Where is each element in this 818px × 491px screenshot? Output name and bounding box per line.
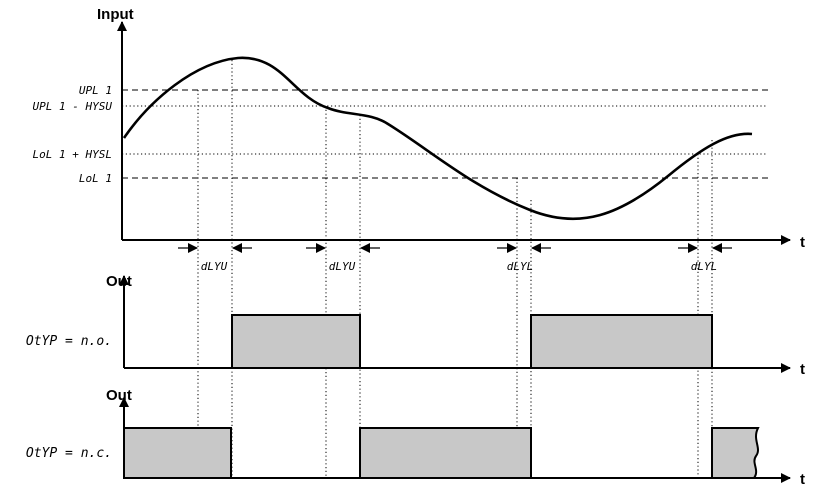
lol1-hysl-label: LoL 1 + HYSL [33, 148, 112, 161]
pulse-no-1 [231, 314, 361, 369]
output-no-panel: Out t OtYP = n.o. [26, 273, 805, 378]
delay-label-dlyl-2: dLYL [691, 260, 718, 273]
otyp-no-label: OtYP = n.o. [26, 334, 112, 349]
delay-label-dlyu-2: dLYU [329, 260, 356, 273]
lol1-label: LoL 1 [79, 172, 112, 185]
upl1-hysu-label: UPL 1 - HYSU [33, 100, 113, 113]
input-time-label: t [800, 234, 805, 251]
pulse-nc-2 [359, 427, 532, 479]
input-axis-label: Input [97, 6, 134, 23]
timing-guides [197, 60, 713, 478]
pulse-no-2 [530, 314, 713, 369]
delay-label-dlyu-1: dLYU [201, 260, 228, 273]
pulse-nc-3-torn [711, 427, 760, 479]
delay-marker-4: dLYL [678, 243, 732, 273]
out-no-time-label: t [800, 361, 805, 378]
pulse-nc-1 [123, 427, 232, 479]
out-nc-axis-label: Out [106, 387, 132, 404]
out-nc-time-label: t [800, 471, 805, 488]
upl1-label: UPL 1 [79, 84, 112, 97]
delay-marker-3: dLYL [497, 243, 551, 273]
otyp-nc-label: OtYP = n.c. [26, 446, 112, 461]
input-panel: Input t UPL 1 UPL 1 - HYSU LoL 1 + HYSL … [33, 6, 805, 273]
delay-marker-1: dLYU [178, 243, 252, 273]
input-signal-curve [122, 56, 753, 221]
out-no-axis-label: Out [106, 273, 132, 290]
delay-label-dlyl-1: dLYL [507, 260, 534, 273]
output-nc-panel: Out t OtYP = n.c. [26, 387, 805, 488]
delay-marker-2: dLYU [306, 243, 380, 273]
